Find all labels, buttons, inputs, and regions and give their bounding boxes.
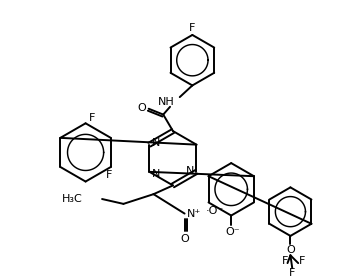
Text: O⁻: O⁻ (226, 227, 240, 237)
Text: O: O (286, 245, 295, 255)
Text: N: N (152, 138, 161, 148)
Text: ·O⁻: ·O⁻ (206, 206, 224, 216)
Text: F: F (289, 268, 296, 277)
Text: N: N (152, 169, 161, 179)
Text: O: O (180, 234, 189, 244)
Text: H₃C: H₃C (62, 194, 83, 204)
Text: N: N (186, 166, 194, 176)
Text: F: F (281, 256, 288, 266)
Text: F: F (299, 256, 305, 266)
Text: F: F (189, 23, 196, 33)
Text: N⁺: N⁺ (187, 209, 201, 219)
Text: F: F (89, 114, 96, 124)
Text: O: O (138, 103, 146, 113)
Text: F: F (106, 170, 112, 180)
Text: NH: NH (158, 97, 175, 107)
